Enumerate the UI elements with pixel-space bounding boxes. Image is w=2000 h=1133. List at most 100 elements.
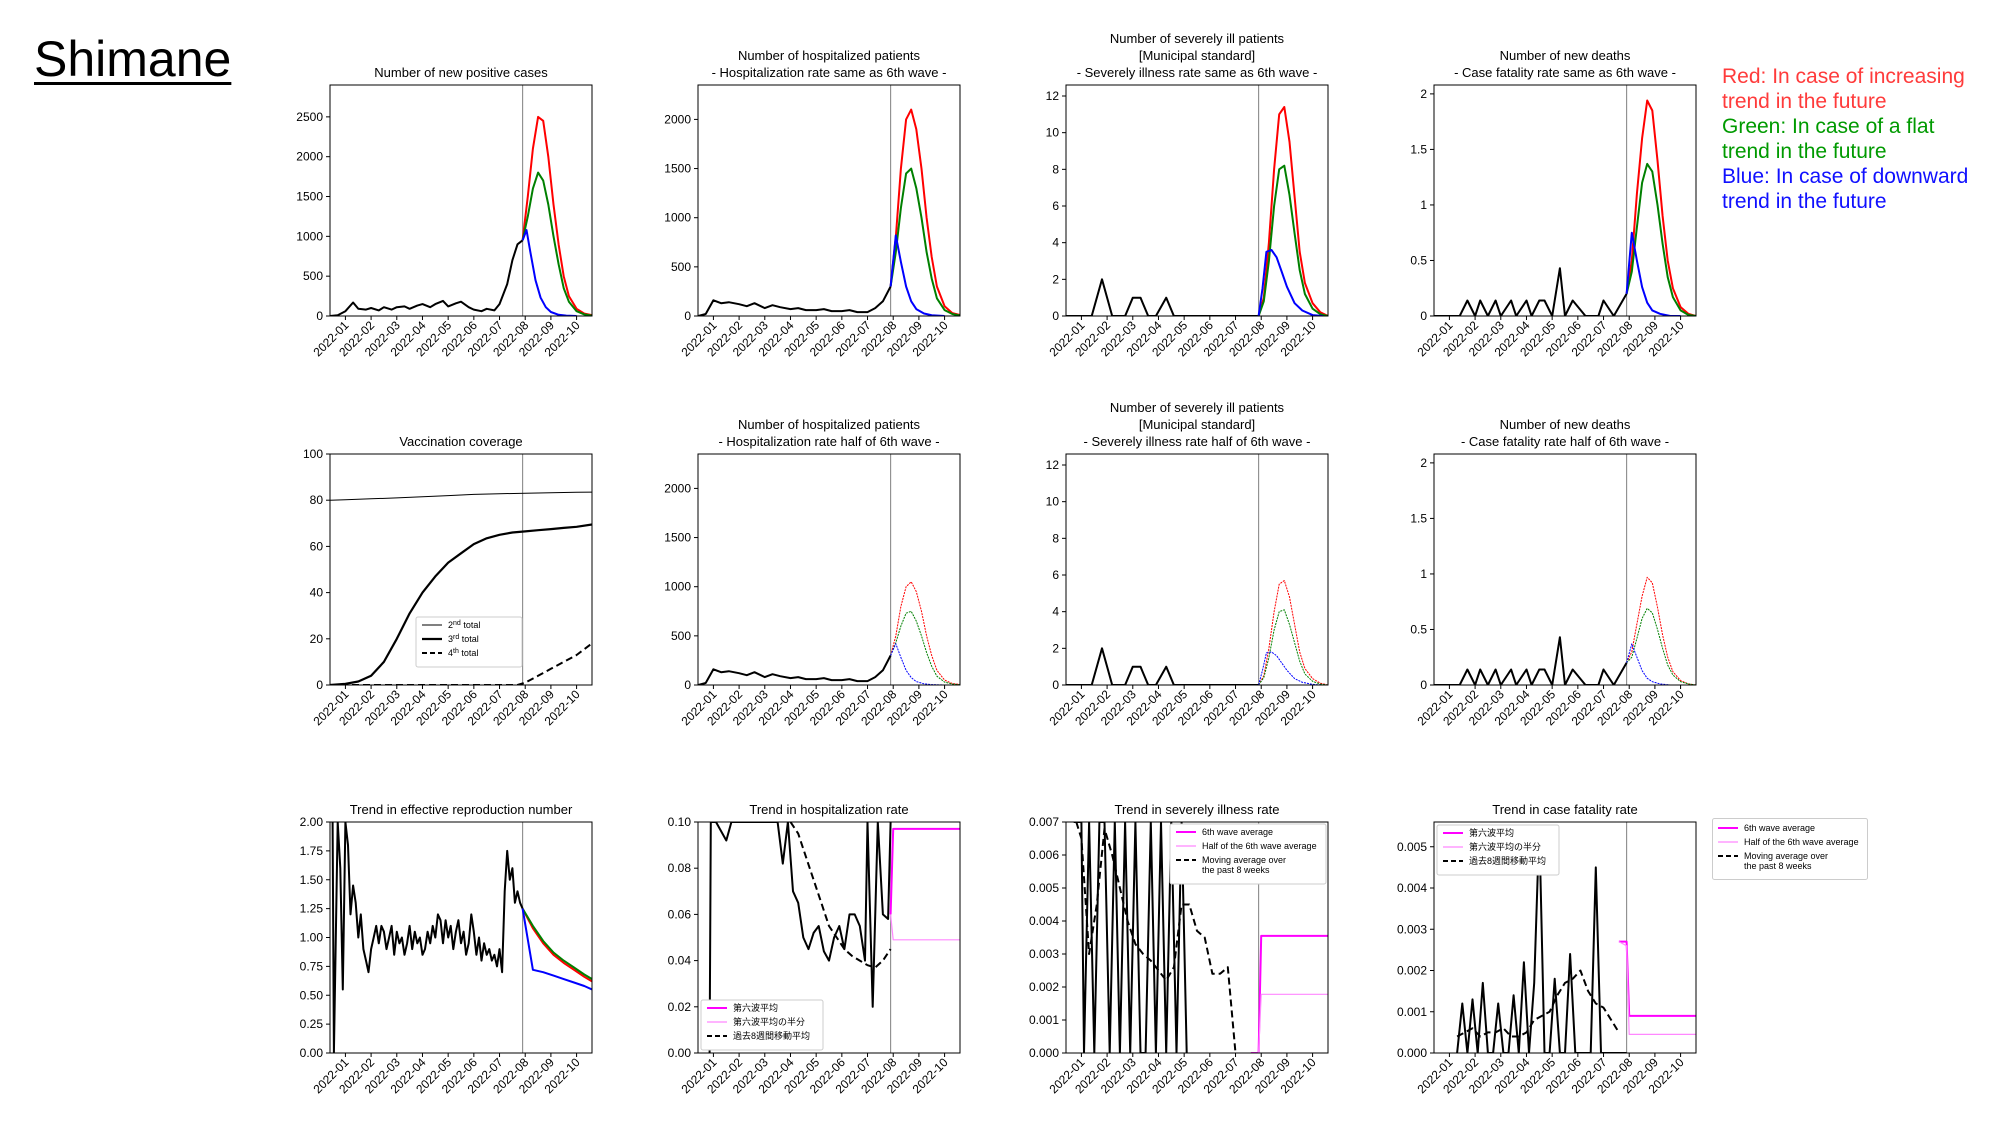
y-tick-label: 1.50: [300, 873, 324, 887]
series-decrease: [889, 234, 945, 316]
series-flat: [890, 610, 960, 685]
series-increase: [889, 108, 960, 316]
series-observed: [1434, 267, 1628, 316]
chart-new-positive-cases: Number of new positive cases 0 500 1000 1500…: [260, 25, 632, 396]
y-tick-label: 1500: [664, 531, 691, 545]
plot-frame: [329, 453, 593, 686]
y-tick-label: 1.25: [300, 902, 324, 916]
y-tick-label: 2000: [664, 112, 691, 126]
chart-svg: Number of new deaths - Case fatality rate…: [1410, 417, 1697, 728]
y-tick-label: 1500: [296, 190, 323, 204]
chart-title: Number of severely ill patients: [1110, 31, 1285, 46]
y-tick-label: 1.75: [300, 844, 324, 858]
y-tick-label: 500: [671, 629, 691, 643]
series-flat: [521, 908, 592, 980]
y-tick-label: 500: [671, 260, 691, 274]
plot-frame: [1065, 821, 1329, 1054]
series-observed: [698, 655, 892, 685]
chart-title: - Severely illness rate same as 6th wave…: [1077, 65, 1318, 80]
chart-title: Number of new deaths: [1500, 417, 1631, 432]
series-moving_avg: [1456, 969, 1620, 1038]
legend-label: Half of the 6th wave average: [1744, 837, 1859, 847]
chart-hospitalized-half: Number of hospitalized patients - Hospita…: [628, 394, 1000, 765]
y-tick-label: 1: [1420, 567, 1427, 581]
y-tick-label: 100: [303, 447, 323, 461]
y-tick-label: 2: [1052, 641, 1059, 655]
y-tick-label: 0.000: [1029, 1046, 1059, 1060]
y-tick-label: 60: [310, 539, 324, 553]
plot-frame: [1065, 84, 1329, 317]
chart-severe-illness-rate: Trend in severely illness rate 0.000 0.001…: [996, 762, 1368, 1133]
y-tick-label: 0.000: [1397, 1046, 1427, 1060]
y-tick-label: 0.02: [668, 1000, 692, 1014]
y-tick-label: 0: [684, 309, 691, 323]
chart-svg: Vaccination coverage0204060801002022-012…: [303, 434, 593, 728]
y-tick-label: 0.005: [1397, 840, 1427, 854]
series-flat: [1626, 607, 1696, 685]
y-tick-label: 0.5: [1410, 253, 1427, 267]
series-flat: [889, 167, 960, 316]
scenario-color-legend: Red: In case of increasing trend in the …: [1722, 64, 1982, 214]
series-group: [708, 822, 960, 1053]
legend-increase: Red: In case of increasing trend in the …: [1722, 65, 1965, 113]
chart-title: Number of severely ill patients: [1110, 400, 1285, 415]
series-observed: [698, 286, 892, 316]
y-tick-label: 1.00: [300, 931, 324, 945]
y-tick-label: 1000: [664, 211, 691, 225]
y-tick-label: 0.08: [668, 861, 692, 875]
legend-label: 3rd total: [448, 634, 479, 644]
chart-svg: Trend in case fatality rate 0.000 0.001 0.0…: [1397, 802, 1697, 1096]
chart-title: Number of hospitalized patients: [738, 417, 921, 432]
y-tick-label: 2.00: [300, 815, 324, 829]
series-group: [698, 581, 960, 685]
series-moving_avg: [1075, 822, 1237, 1053]
chart-severely-ill-same: Number of severely ill patients [Municipa…: [996, 25, 1368, 396]
legend-label: Moving average over: [1744, 851, 1828, 861]
series-group: [1456, 825, 1696, 1053]
y-tick-label: 0.75: [300, 959, 324, 973]
legend-label: 過去8週間移動平均: [1469, 855, 1546, 866]
y-tick-label: 2: [1420, 87, 1427, 101]
series-wave6_half: [890, 914, 960, 941]
y-tick-label: 0.001: [1029, 1013, 1059, 1027]
y-tick-label: 2: [1420, 456, 1427, 470]
y-tick-label: 0.04: [668, 954, 692, 968]
y-tick-label: 0.007: [1029, 815, 1059, 829]
series-group: [330, 115, 592, 316]
series-observed: [1434, 636, 1628, 685]
legend-box: [1712, 818, 1868, 880]
series-group: [1066, 580, 1328, 685]
chart-title: - Severely illness rate half of 6th wave…: [1084, 434, 1311, 449]
chart-title: Number of new deaths: [1500, 48, 1631, 63]
series-observed: [330, 239, 524, 316]
series-wave6_half: [1618, 941, 1696, 1035]
y-tick-label: 4: [1052, 605, 1059, 619]
y-tick-label: 1: [1420, 198, 1427, 212]
legend-box: [1169, 823, 1327, 885]
y-tick-label: 0.005: [1029, 881, 1059, 895]
chart-severely-ill-half: Number of severely ill patients [Municipa…: [996, 394, 1368, 765]
chart-svg: Trend in hospitalization rate 0.00 0.02 0.0…: [668, 802, 961, 1096]
chart-effective-reproduction: Trend in effective reproduction number 0.…: [260, 762, 632, 1133]
series-observed: [1066, 278, 1259, 316]
series-flat: [1258, 609, 1328, 685]
chart-svg: Number of hospitalized patients - Hospita…: [664, 48, 961, 359]
legend-label: 第六波平均: [1469, 827, 1514, 838]
series-dose2: [330, 491, 592, 501]
y-tick-label: 0.00: [300, 1046, 324, 1060]
legend-box: [415, 616, 523, 668]
chart-title: Number of hospitalized patients: [738, 48, 921, 63]
y-tick-label: 0: [1420, 309, 1427, 323]
chart-svg: Number of severely ill patients [Municipa…: [1046, 31, 1329, 359]
series-moving_avg: [789, 822, 892, 969]
y-tick-label: 0.00: [668, 1046, 692, 1060]
y-tick-label: 0.5: [1410, 622, 1427, 636]
series-increase: [1258, 580, 1328, 685]
legend-label: 第六波平均の半分: [733, 1016, 805, 1027]
y-tick-label: 2000: [664, 481, 691, 495]
chart-title: - Case fatality rate same as 6th wave -: [1454, 65, 1676, 80]
chart-svg: Number of hospitalized patients - Hospita…: [664, 417, 961, 728]
series-observed: [331, 822, 524, 1053]
plot-frame: [697, 821, 961, 1054]
